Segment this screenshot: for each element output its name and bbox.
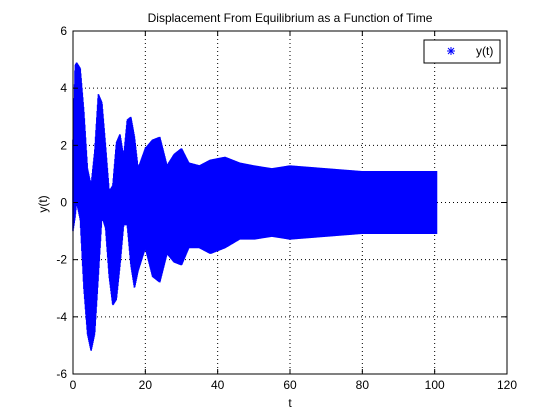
legend: y(t)	[423, 39, 501, 64]
x-tick-label: 20	[139, 378, 153, 392]
y-axis-label: y(t)	[36, 195, 50, 212]
x-axis-label: t	[288, 396, 292, 410]
legend-box	[423, 39, 501, 64]
ticks: 0 20 40 60 80 100 120 -6 -4 -2 0 2 4 6	[56, 24, 517, 392]
y-tick-label: -2	[56, 253, 67, 267]
y-tick-label: 6	[60, 24, 67, 38]
x-tick-label: 100	[425, 378, 445, 392]
y-tick-label: 0	[60, 196, 67, 210]
y-tick-label: -6	[56, 367, 67, 381]
y-tick-label: 4	[60, 81, 67, 95]
x-tick-label: 80	[356, 378, 370, 392]
x-tick-label: 0	[70, 378, 77, 392]
legend-label: y(t)	[476, 44, 493, 58]
x-tick-label: 40	[211, 378, 225, 392]
chart-title: Displacement From Equilibrium as a Funct…	[148, 11, 433, 25]
y-tick-label: -4	[56, 310, 67, 324]
x-tick-label: 60	[283, 378, 297, 392]
y-tick-label: 2	[60, 138, 67, 152]
x-tick-label: 120	[497, 378, 517, 392]
legend-marker-icon	[447, 47, 455, 55]
